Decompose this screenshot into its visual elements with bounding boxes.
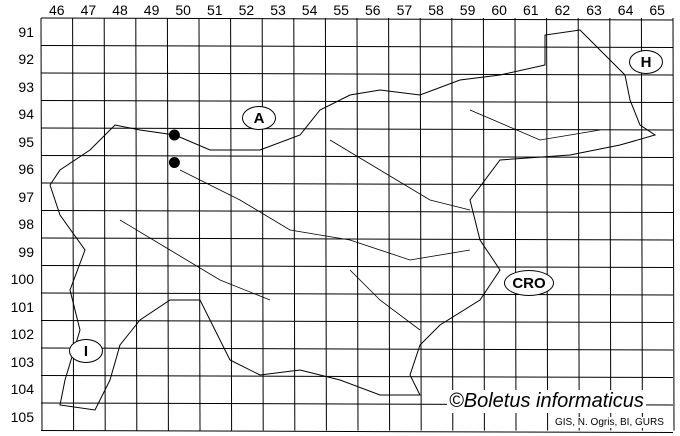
grid-line-horizontal <box>40 127 674 131</box>
grid-line-horizontal <box>40 210 674 213</box>
grid-line-vertical <box>672 17 675 431</box>
row-label: 91 <box>18 23 34 40</box>
column-label: 47 <box>80 2 97 18</box>
column-label: 63 <box>586 2 602 18</box>
grid-line-vertical <box>261 17 264 431</box>
river <box>469 109 601 141</box>
grid-line-vertical <box>40 17 43 431</box>
row-label: 98 <box>18 216 34 233</box>
row-label: 103 <box>10 353 34 370</box>
row-label: 105 <box>10 408 34 425</box>
column-label: 53 <box>270 2 286 18</box>
column-label: 58 <box>428 2 444 18</box>
grid-line-vertical <box>546 17 549 431</box>
country-label-austria: A <box>242 106 276 130</box>
column-label: 60 <box>491 2 507 18</box>
row-label: 102 <box>10 326 34 343</box>
row-label: 97 <box>18 188 34 205</box>
column-label: 50 <box>175 2 191 18</box>
grid-line-horizontal <box>40 430 674 433</box>
country-label-croatia: CRO <box>504 270 554 296</box>
grid-line-vertical <box>419 17 422 431</box>
column-label: 49 <box>143 2 160 18</box>
column-label: 59 <box>459 2 476 18</box>
river <box>329 139 471 211</box>
column-label: 65 <box>649 2 665 18</box>
grid-line-horizontal <box>40 292 674 296</box>
column-label: 64 <box>617 2 634 18</box>
record-dot <box>168 129 180 141</box>
river <box>119 219 271 301</box>
column-label: 48 <box>112 2 128 18</box>
copyright-credit: ©Boletus informaticus <box>447 390 646 413</box>
country-label-italy: I <box>69 339 103 363</box>
grid-line-horizontal <box>40 45 674 48</box>
grid-line-horizontal <box>40 237 674 241</box>
grid-line-vertical <box>577 17 580 431</box>
column-label: 57 <box>396 2 413 18</box>
row-label: 93 <box>18 78 34 95</box>
grid-line-vertical <box>230 17 233 431</box>
column-label: 56 <box>365 2 381 18</box>
row-label: 104 <box>10 381 34 398</box>
grid-line-vertical <box>293 17 296 431</box>
grid-line-vertical <box>324 17 327 431</box>
row-label: 95 <box>18 133 34 150</box>
row-label: 92 <box>18 51 34 68</box>
grid-line-horizontal <box>40 72 674 76</box>
grid-line-horizontal <box>40 347 674 351</box>
grid-line-vertical <box>135 17 138 431</box>
grid-line-vertical <box>388 17 391 431</box>
grid-line-vertical <box>451 17 454 431</box>
column-label: 61 <box>523 2 539 18</box>
grid-line-horizontal <box>40 182 674 186</box>
row-label: 100 <box>10 271 34 288</box>
grid-line-vertical <box>514 17 517 431</box>
column-label: 52 <box>238 2 255 18</box>
grid-line-vertical <box>609 17 612 431</box>
row-label: 96 <box>18 161 34 178</box>
data-source: GIS, N. Ogris, BI, GURS <box>555 417 664 428</box>
column-label: 55 <box>333 2 349 18</box>
grid-line-vertical <box>166 17 169 431</box>
column-label: 46 <box>49 2 65 18</box>
river <box>349 269 421 331</box>
record-dot <box>168 157 180 168</box>
grid-line-horizontal <box>40 320 674 323</box>
grid-line-vertical <box>72 17 75 431</box>
row-label: 99 <box>18 243 34 260</box>
grid-line-horizontal <box>40 100 674 103</box>
river <box>179 169 471 261</box>
country-border <box>49 29 657 411</box>
grid-line-vertical <box>356 17 359 431</box>
country-label-hungary: H <box>629 50 663 74</box>
column-label: 51 <box>207 2 223 18</box>
grid-line-vertical <box>103 17 106 431</box>
row-label: 94 <box>18 106 34 123</box>
grid-line-vertical <box>640 17 643 431</box>
column-label: 62 <box>554 2 571 18</box>
grid-line-horizontal <box>40 375 674 378</box>
column-label: 54 <box>301 2 318 18</box>
grid-line-horizontal <box>40 265 674 268</box>
grid-line-vertical <box>198 17 201 431</box>
grid-line-horizontal <box>40 17 674 21</box>
row-label: 101 <box>10 298 34 315</box>
grid-line-vertical <box>482 17 485 431</box>
